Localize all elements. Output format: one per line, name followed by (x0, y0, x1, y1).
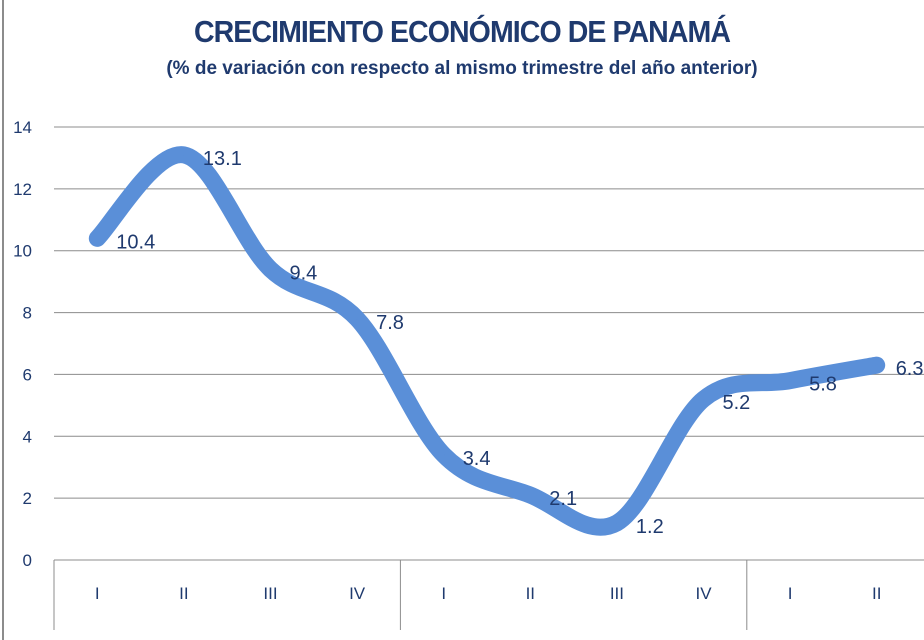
y-tick-label: 4 (23, 427, 32, 446)
data-point (789, 379, 792, 382)
y-tick-label: 10 (13, 242, 32, 261)
data-point (96, 237, 99, 240)
x-tick-label: I (441, 584, 446, 603)
y-tick-label: 0 (23, 551, 32, 570)
y-tick-label: 6 (23, 365, 32, 384)
y-tick-label: 12 (13, 180, 32, 199)
data-label: 13.1 (203, 148, 242, 170)
data-label: 9.4 (290, 262, 318, 284)
x-tick-label: I (95, 584, 100, 603)
x-tick-label: IV (695, 584, 712, 603)
data-point (615, 521, 618, 524)
series-line (88, 146, 886, 536)
y-tick-label: 14 (13, 118, 32, 137)
y-tick-label: 8 (23, 304, 32, 323)
data-label: 1.2 (636, 516, 664, 538)
y-tick-label: 2 (23, 489, 32, 508)
data-label: 2.1 (549, 488, 577, 510)
x-tick-label: IV (349, 584, 366, 603)
data-point (269, 268, 272, 271)
chart-title: CRECIMIENTO ECONÓMICO DE PANAMÁ (193, 14, 731, 49)
x-tick-label: II (526, 584, 535, 603)
x-tick-label: III (610, 584, 624, 603)
data-point (356, 317, 359, 320)
data-label: 6.3 (896, 358, 924, 380)
data-point (182, 153, 185, 156)
data-point (529, 494, 532, 497)
data-point (875, 364, 878, 367)
x-tick-label: II (179, 584, 188, 603)
data-label: 3.4 (463, 448, 491, 470)
x-tick-label: I (788, 584, 793, 603)
data-label: 5.8 (809, 374, 837, 396)
x-tick-label: II (872, 584, 881, 603)
x-tick-label: III (263, 584, 277, 603)
data-label: 10.4 (116, 231, 155, 253)
data-point (702, 398, 705, 401)
data-label: 7.8 (376, 312, 404, 334)
chart-subtitle: (% de variación con respecto al mismo tr… (166, 58, 758, 79)
data-point (442, 453, 445, 456)
data-label: 5.2 (723, 392, 751, 414)
